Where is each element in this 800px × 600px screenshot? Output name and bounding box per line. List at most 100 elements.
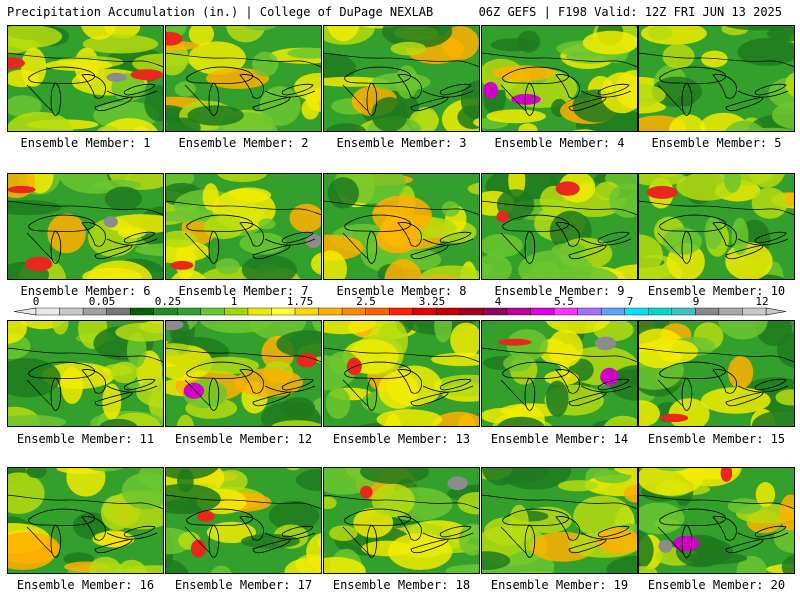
ensemble-member-label: Ensemble Member: 18 bbox=[332, 578, 471, 592]
lake-outline bbox=[28, 361, 96, 379]
chart-title: Precipitation Accumulation (in.) | Colle… bbox=[7, 5, 434, 19]
lake-outline bbox=[725, 244, 764, 260]
precip-contour bbox=[203, 215, 245, 240]
precip-contour bbox=[7, 111, 74, 132]
border-line bbox=[342, 84, 369, 112]
border-line bbox=[737, 532, 789, 540]
precip-contour bbox=[546, 380, 569, 417]
ensemble-member-label: Ensemble Member: 7 bbox=[178, 284, 309, 298]
colorbar-swatch bbox=[577, 307, 602, 316]
colorbar-tick-label: 1.75 bbox=[287, 296, 314, 308]
precip-contour bbox=[371, 97, 408, 132]
precip-contour bbox=[102, 383, 122, 420]
colorbar-swatch bbox=[318, 307, 343, 316]
precipitation-color-scale: 0 0.05 0.25 1 1.75 2.5 3.25 4 5.5 7 9 12 bbox=[13, 296, 787, 316]
heavy-precip-core bbox=[170, 260, 194, 270]
precip-contour bbox=[727, 498, 762, 514]
lake-outline bbox=[712, 369, 737, 394]
precip-contour bbox=[773, 523, 795, 553]
precipitation-map bbox=[638, 25, 795, 132]
colorbar-tick-label: 12 bbox=[755, 296, 768, 308]
precip-contour bbox=[52, 320, 69, 335]
border-line bbox=[737, 385, 789, 393]
heavy-precip-core bbox=[197, 510, 215, 522]
colorbar-tick-label: 0.05 bbox=[89, 296, 116, 308]
precip-contour bbox=[323, 496, 337, 510]
border-line bbox=[500, 232, 527, 260]
lake-outline bbox=[81, 516, 106, 541]
precip-contour bbox=[311, 320, 322, 334]
ensemble-member-label: Ensemble Member: 6 bbox=[20, 284, 151, 298]
precip-contour bbox=[7, 532, 60, 564]
border-line bbox=[106, 532, 158, 540]
ensemble-member-map bbox=[165, 173, 322, 280]
lake-outline bbox=[123, 525, 156, 538]
ensemble-member-label: Ensemble Member: 20 bbox=[647, 578, 786, 592]
map-frame bbox=[323, 320, 480, 427]
precip-contour bbox=[433, 374, 480, 397]
lake-outline bbox=[239, 74, 264, 99]
border-line bbox=[264, 90, 316, 98]
colorbar-swatch bbox=[624, 307, 649, 316]
precip-contour bbox=[781, 554, 795, 574]
border-line bbox=[422, 238, 474, 246]
precip-contour bbox=[614, 467, 638, 477]
precip-contour bbox=[89, 556, 122, 574]
precip-contour bbox=[638, 566, 658, 574]
lake-outline bbox=[81, 369, 106, 394]
heavy-precip-core bbox=[190, 539, 206, 558]
map-frame bbox=[638, 320, 795, 427]
colorbar-tick-label: 0 bbox=[33, 296, 40, 308]
colorbar-swatch bbox=[389, 307, 413, 316]
map-frame bbox=[481, 173, 638, 280]
heavy-precip-core bbox=[511, 94, 541, 105]
precip-contour bbox=[675, 95, 695, 107]
precip-contour bbox=[676, 173, 737, 201]
lake-outline bbox=[50, 230, 62, 264]
precip-contour bbox=[72, 512, 111, 540]
precipitation-map bbox=[165, 320, 322, 427]
border-line bbox=[26, 379, 53, 407]
precip-contour bbox=[200, 320, 274, 334]
precip-contour bbox=[188, 25, 214, 46]
map-frame bbox=[7, 173, 164, 280]
border-line bbox=[26, 84, 53, 112]
ensemble-member-label: Ensemble Member: 1 bbox=[20, 136, 151, 150]
precip-contour bbox=[165, 230, 198, 248]
border-line bbox=[184, 232, 211, 260]
precip-contour bbox=[509, 504, 529, 540]
precip-contour bbox=[239, 232, 286, 255]
precip-contour bbox=[544, 370, 579, 386]
precip-contour bbox=[623, 484, 638, 503]
precip-contour bbox=[258, 218, 276, 230]
ensemble-member-label: Ensemble Member: 8 bbox=[336, 284, 467, 298]
lake-outline bbox=[397, 222, 422, 247]
border-line bbox=[638, 52, 795, 68]
precip-contour bbox=[772, 100, 795, 130]
heavy-precip-core bbox=[497, 338, 532, 346]
ensemble-member-label: Ensemble Member: 4 bbox=[494, 136, 625, 150]
colorbar-swatch bbox=[365, 307, 390, 316]
colorbar-tick-label: 9 bbox=[693, 296, 700, 308]
lake-outline bbox=[239, 222, 264, 247]
lake-outline bbox=[568, 538, 607, 554]
lake-outline bbox=[344, 361, 412, 379]
lake-outline bbox=[555, 516, 580, 541]
lake-outline bbox=[123, 378, 156, 391]
border-line bbox=[165, 494, 322, 510]
precip-contour bbox=[481, 261, 493, 277]
precip-contour bbox=[166, 117, 201, 132]
lake-outline bbox=[555, 222, 580, 247]
lake-outline bbox=[754, 525, 787, 538]
precip-contour bbox=[718, 320, 768, 340]
precip-contour bbox=[704, 216, 722, 250]
colorbar-swatch bbox=[648, 307, 673, 316]
ensemble-member-map bbox=[323, 173, 480, 280]
precip-contour bbox=[662, 44, 695, 69]
lake-outline bbox=[281, 83, 314, 96]
precip-contour bbox=[243, 25, 278, 31]
heavy-precip-core bbox=[183, 382, 205, 399]
precip-contour bbox=[234, 368, 303, 397]
ensemble-member-map bbox=[165, 320, 322, 427]
border-line bbox=[106, 385, 158, 393]
